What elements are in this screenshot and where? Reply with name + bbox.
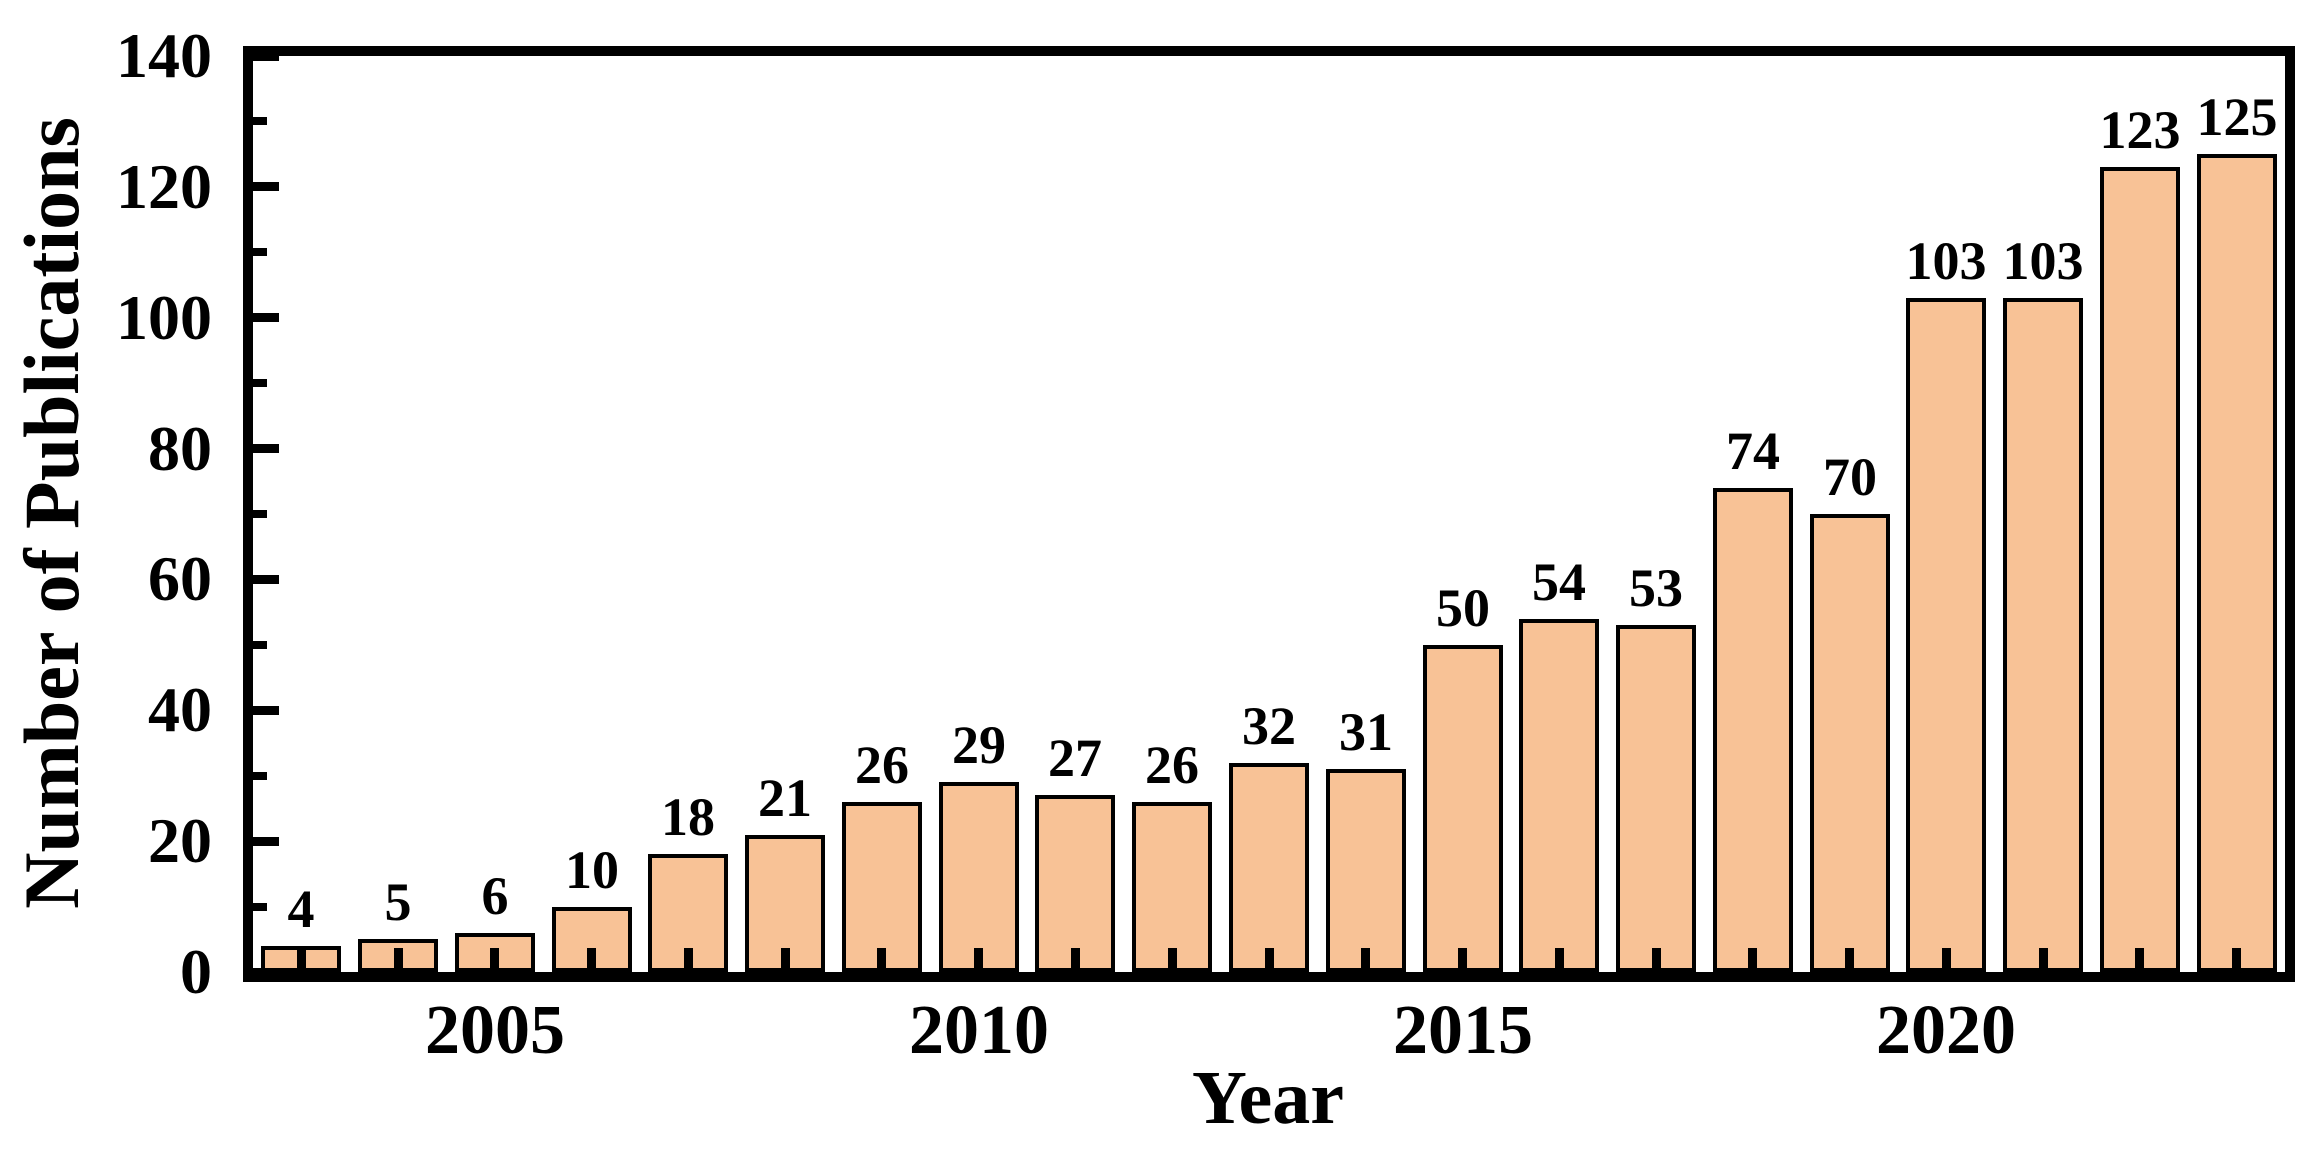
x-tick-label: 2010: [909, 992, 1049, 1069]
y-major-tick: [253, 575, 279, 584]
y-minor-tick: [253, 772, 267, 780]
y-major-tick: [253, 56, 279, 61]
bar: [1906, 298, 1986, 972]
x-tick: [587, 948, 596, 972]
x-tick-label: 2005: [425, 992, 565, 1069]
bar: [1713, 488, 1793, 972]
x-axis-title: Year: [1192, 1056, 1344, 1140]
y-major-tick: [253, 313, 279, 322]
x-tick: [684, 948, 693, 972]
bar: [1132, 802, 1212, 972]
bar: [939, 782, 1019, 972]
x-tick: [2039, 948, 2048, 972]
x-tick: [297, 948, 306, 972]
bar: [1616, 625, 1696, 972]
bar: [1810, 514, 1890, 972]
x-tick: [1748, 948, 1757, 972]
bar: [1326, 769, 1406, 972]
y-tick-label: 80: [148, 413, 212, 484]
y-major-tick: [253, 182, 279, 191]
y-tick-label: 40: [148, 674, 212, 745]
y-tick-label: 140: [116, 20, 212, 91]
x-tick: [974, 948, 983, 972]
y-minor-tick: [253, 641, 267, 649]
x-tick: [2135, 948, 2144, 972]
y-minor-tick: [253, 379, 267, 387]
x-tick: [1361, 948, 1370, 972]
x-tick: [1555, 948, 1564, 972]
bar: [1519, 619, 1599, 972]
x-tick: [1458, 948, 1467, 972]
x-tick: [1845, 948, 1854, 972]
bar: [2197, 154, 2277, 972]
y-major-tick: [253, 968, 279, 972]
x-tick-label: 2015: [1393, 992, 1533, 1069]
x-tick: [781, 948, 790, 972]
x-tick: [1942, 948, 1951, 972]
x-tick: [1071, 948, 1080, 972]
y-tick-label: 60: [148, 543, 212, 614]
y-major-tick: [253, 444, 279, 453]
y-tick-label: 0: [180, 936, 212, 1007]
y-major-tick: [253, 706, 279, 715]
x-tick: [490, 948, 499, 972]
y-axis-title: Number of Publications: [8, 117, 95, 909]
bar: [1035, 795, 1115, 972]
y-tick-label: 20: [148, 805, 212, 876]
x-tick: [394, 948, 403, 972]
y-tick-label: 100: [116, 282, 212, 353]
y-tick-label: 120: [116, 151, 212, 222]
y-minor-tick: [253, 248, 267, 256]
x-tick: [1265, 948, 1274, 972]
y-major-tick: [253, 837, 279, 846]
x-tick: [2232, 948, 2241, 972]
y-minor-tick: [253, 903, 267, 911]
x-tick: [1168, 948, 1177, 972]
bar: [2003, 298, 2083, 972]
x-tick: [877, 948, 886, 972]
bar: [842, 802, 922, 972]
y-minor-tick: [253, 117, 267, 125]
x-tick-label: 2020: [1876, 992, 2016, 1069]
bar: [1423, 645, 1503, 972]
bar: [1229, 763, 1309, 972]
plot-area: [243, 46, 2295, 982]
x-tick: [1652, 948, 1661, 972]
bar: [2100, 167, 2180, 972]
y-minor-tick: [253, 510, 267, 518]
